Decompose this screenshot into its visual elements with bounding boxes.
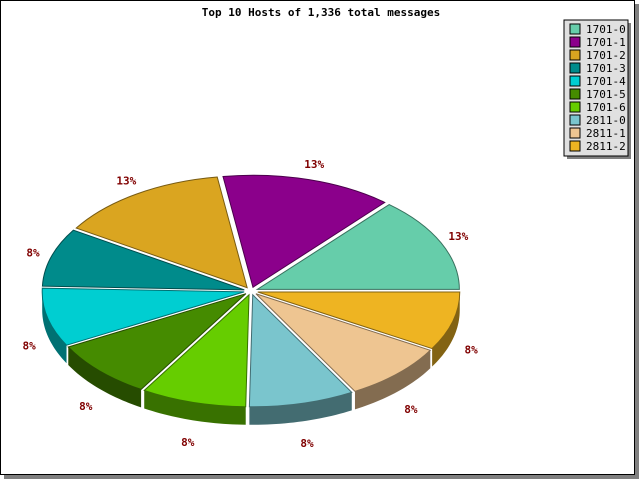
legend-swatch-2811-1 [569,127,581,139]
legend-swatch-1701-4 [569,75,581,87]
slice-label-2811-2: 8% [464,344,478,357]
pie-slice-2811-2 [257,291,461,350]
pie-slice-1701-4 [41,287,245,346]
slice-label-2811-1: 8% [404,403,418,416]
legend-label-1701-4: 1701-4 [586,75,626,88]
pie-side-2811-0 [249,392,352,425]
slice-label-1701-2: 13% [116,175,136,188]
legend-swatch-1701-6 [569,101,581,113]
legend-label-1701-5: 1701-5 [586,88,626,101]
slice-label-2811-0: 8% [300,437,314,450]
pie-slice-1701-2 [75,176,248,289]
slice-label-1701-1: 13% [304,158,324,171]
pie-side-1701-5 [68,346,142,408]
pie-slice-1701-5 [67,293,247,390]
pie-slice-1701-1 [222,174,386,289]
legend-label-2811-0: 2811-0 [586,114,626,127]
pie-slice-2811-0 [248,293,353,408]
slice-label-1701-5: 8% [79,400,93,413]
legend-swatch-1701-1 [569,36,581,48]
pie-slice-1701-6 [143,293,250,408]
pie-slice-1701-0 [255,203,460,290]
legend: 1701-01701-11701-21701-31701-41701-51701… [563,19,631,159]
pie-side-1701-4 [42,291,67,364]
legend-label-1701-3: 1701-3 [586,62,626,75]
pie-sides [42,291,460,425]
pie-side-2811-1 [354,350,431,410]
legend-swatch-2811-2 [569,140,581,152]
legend-label-2811-2: 2811-2 [586,140,626,153]
legend-label-1701-0: 1701-0 [586,23,626,36]
legend-swatch-1701-2 [569,49,581,61]
pie-side-1701-6 [144,390,246,425]
slice-label-1701-6: 8% [181,436,195,449]
slice-label-1701-4: 8% [22,339,36,352]
legend-label-2811-1: 2811-1 [586,127,626,140]
slice-label-1701-0: 13% [448,230,468,243]
slice-labels: 13% 13% 13% 8% 8% 8% 8% 8% 8% 8% [22,158,478,450]
pie-slices [41,174,461,408]
legend-label-1701-1: 1701-1 [586,36,626,49]
slice-label-1701-3: 8% [26,246,40,259]
legend-swatch-2811-0 [569,114,581,126]
legend-swatch-1701-0 [569,23,581,35]
pie-side-2811-2 [432,292,460,367]
chart-title: Top 10 Hosts of 1,336 total messages [202,6,440,19]
pie-slice-1701-3 [41,229,245,291]
legend-label-1701-2: 1701-2 [586,49,626,62]
legend-swatch-1701-3 [569,62,581,74]
pie-slice-2811-1 [255,293,432,392]
legend-swatch-1701-5 [569,88,581,100]
legend-label-1701-6: 1701-6 [586,101,626,114]
